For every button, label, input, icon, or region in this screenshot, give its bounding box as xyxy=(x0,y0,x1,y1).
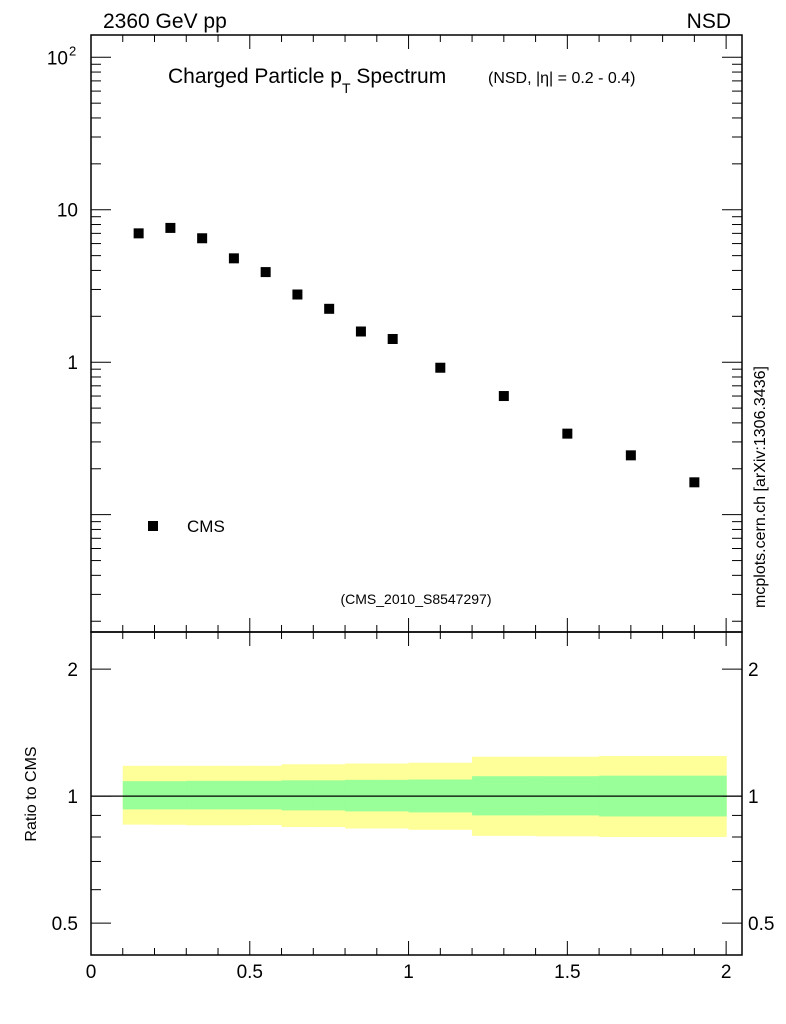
chart-title-qualifier: (NSD, |η| = 0.2 - 0.4) xyxy=(488,70,635,87)
chart-title: Charged Particle pT Spectrum xyxy=(168,65,446,96)
ratio-inner-band-bin xyxy=(186,780,219,810)
data-point-cms xyxy=(324,303,335,314)
data-point-cms xyxy=(498,391,509,402)
ratio-y-tick-label-right: 2 xyxy=(748,660,759,681)
ratio-inner-band-bin xyxy=(218,780,251,810)
data-point-cms xyxy=(355,326,366,337)
data-point-cms xyxy=(562,428,573,439)
ratio-axis-ticks: 0 0.5 1 1.5 2 0.5 0.5 1 1 2 2 xyxy=(52,632,774,983)
ratio-inner-band-bin xyxy=(313,780,346,811)
ratio-bands xyxy=(91,755,742,837)
x-tick-label: 1.5 xyxy=(554,962,580,983)
data-point-cms xyxy=(435,362,446,373)
data-point-cms xyxy=(689,477,700,488)
legend-marker xyxy=(148,521,158,531)
data-point-cms xyxy=(133,228,144,239)
chart-title-subscript: T xyxy=(342,80,351,96)
ratio-y-tick-label-right: 1 xyxy=(748,787,759,808)
y-tick-label: 10 xyxy=(47,48,68,69)
chart-title-tail: Spectrum xyxy=(351,65,447,88)
x-tick-label: 1 xyxy=(403,962,414,983)
data-point-cms xyxy=(292,289,303,300)
data-point-cms xyxy=(228,253,239,264)
chart-title-main: Charged Particle p xyxy=(168,65,342,88)
y-tick-label: 10 xyxy=(57,201,78,222)
y-tick-label-exponent: 2 xyxy=(69,43,76,58)
analysis-tag: (CMS_2010_S8547297) xyxy=(341,591,492,607)
main-series-marks xyxy=(133,222,700,488)
data-point-cms xyxy=(625,450,636,461)
data-point-cms xyxy=(197,233,208,244)
ratio-inner-band-bin xyxy=(154,781,187,810)
main-frame xyxy=(90,34,743,633)
ratio-y-label: Ratio to CMS xyxy=(23,746,40,841)
x-tick-label: 2 xyxy=(721,962,732,983)
data-point-cms xyxy=(387,333,398,344)
ratio-inner-band-bin xyxy=(249,780,283,810)
ratio-y-tick-label-left: 2 xyxy=(67,660,78,681)
legend-label: CMS xyxy=(187,517,225,536)
side-label: mcplots.cern.ch [arXiv:1306.3436] xyxy=(752,366,769,608)
ratio-frame xyxy=(90,631,743,956)
data-point-cms xyxy=(165,222,176,233)
data-point-cms xyxy=(260,267,271,278)
y-tick-label: 1 xyxy=(67,353,78,374)
header-left: 2360 GeV pp xyxy=(103,10,227,33)
ratio-y-tick-label-left: 0.5 xyxy=(52,914,78,935)
ratio-y-tick-label-left: 1 xyxy=(67,787,78,808)
x-tick-label: 0 xyxy=(86,962,97,983)
ratio-y-tick-label-right: 0.5 xyxy=(748,914,774,935)
header-right: NSD xyxy=(687,10,731,33)
ratio-inner-band-bin xyxy=(281,780,314,811)
ratio-panel: 0 0.5 1 1.5 2 0.5 0.5 1 1 2 2 Ratio to CMS xyxy=(23,631,774,983)
x-tick-label: 0.5 xyxy=(237,962,263,983)
ratio-inner-band-bin xyxy=(122,781,156,810)
